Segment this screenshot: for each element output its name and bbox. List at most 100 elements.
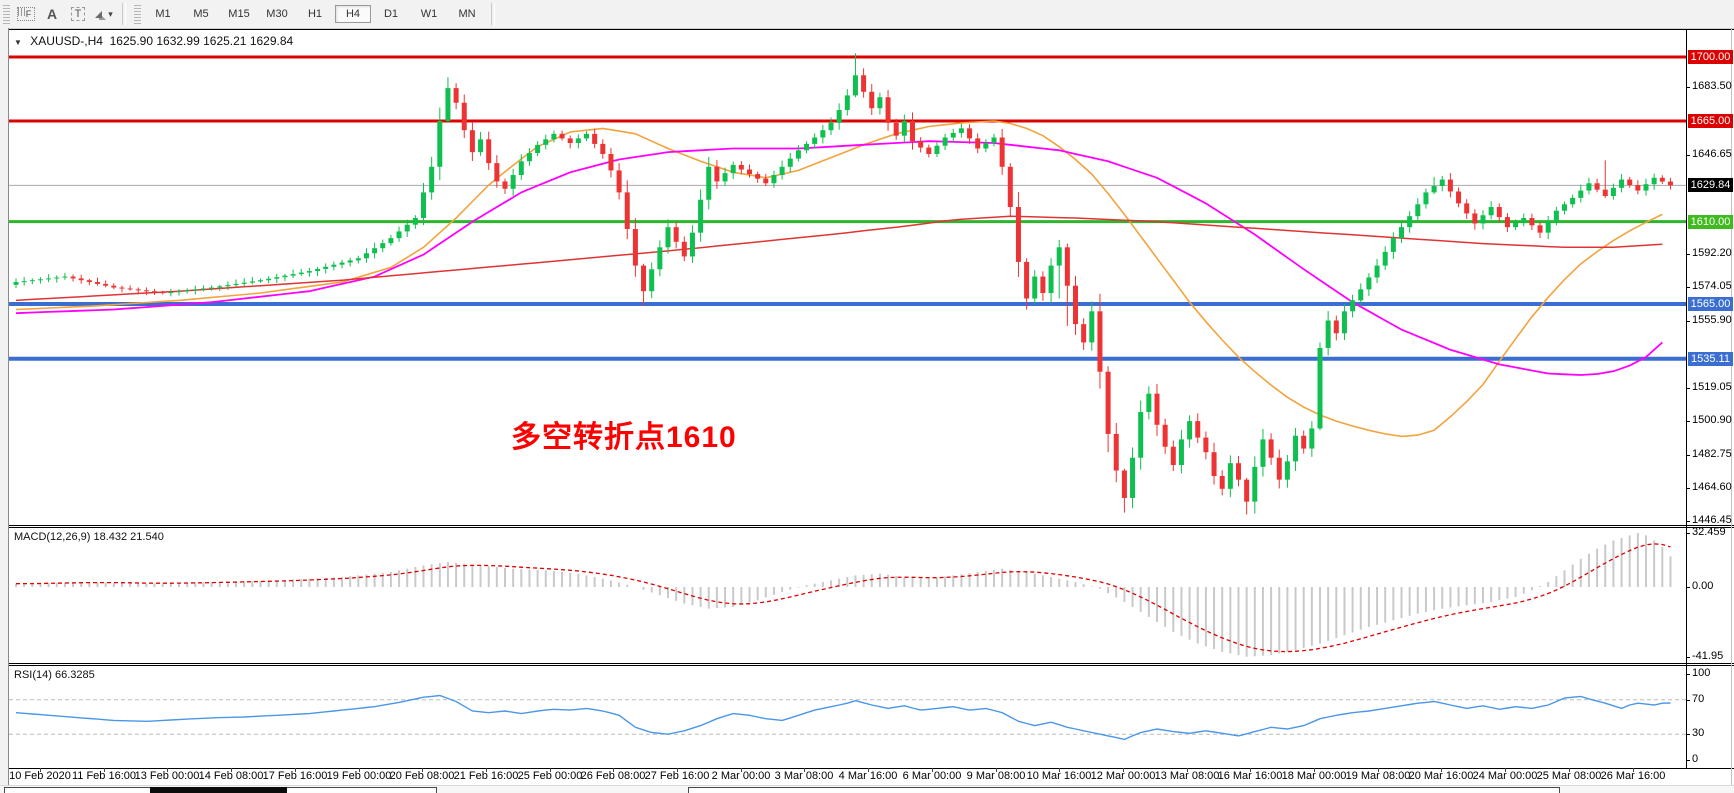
timeframe-button-m1[interactable]: M1 xyxy=(155,8,171,20)
collapse-triangle-icon[interactable]: ▼ xyxy=(14,38,22,47)
price-level-badge: 1629.84 xyxy=(1688,178,1733,192)
price-tick-mark xyxy=(1686,521,1690,522)
date-tick-mark xyxy=(1378,768,1379,772)
rsi-tick-mark xyxy=(1686,760,1690,761)
symbol-name: XAUUSD-,H4 xyxy=(30,34,103,48)
timeframe-button-h4[interactable]: H4 xyxy=(335,5,371,23)
draw-arrows-icon[interactable]: ▾ xyxy=(92,2,116,26)
date-axis-label: 4 Mar 16:00 xyxy=(838,770,898,782)
timeframe-button-d1[interactable]: D1 xyxy=(383,8,399,20)
price-tick-mark xyxy=(1686,321,1690,322)
date-axis-label: 6 Mar 00:00 xyxy=(902,770,962,782)
date-axis-label: 3 Mar 08:00 xyxy=(774,770,834,782)
macd-tick-mark xyxy=(1686,587,1690,588)
date-tick-mark xyxy=(359,768,360,772)
date-tick-mark xyxy=(295,768,296,772)
rsi-tick-mark xyxy=(1686,700,1690,701)
date-tick-mark xyxy=(422,768,423,772)
bottom-taskbar-strip xyxy=(0,785,1734,793)
main-panel-top-border xyxy=(8,29,1734,30)
timeframe-button-m5[interactable]: M5 xyxy=(193,8,209,20)
timeframe-button-m30[interactable]: M30 xyxy=(266,8,288,20)
time-axis-border xyxy=(8,768,1734,769)
price-tick-mark xyxy=(1686,254,1690,255)
macd-axis-label: 32.459 xyxy=(1692,526,1726,538)
price-axis-label: 1574.05 xyxy=(1692,280,1732,292)
date-tick-mark xyxy=(1123,768,1124,772)
date-axis-label: 24 Mar 00:00 xyxy=(1472,770,1538,782)
price-tick-mark xyxy=(1686,87,1690,88)
price-tick-mark xyxy=(1686,287,1690,288)
date-tick-mark xyxy=(1250,768,1251,772)
date-tick-mark xyxy=(804,768,805,772)
price-axis-label: 1555.90 xyxy=(1692,314,1732,326)
macd-panel-top-border xyxy=(8,527,1734,528)
ohlc-high: 1632.99 xyxy=(156,34,200,48)
price-axis-label: 1446.45 xyxy=(1692,514,1732,526)
symbol-title[interactable]: ▼ XAUUSD-,H4 1625.90 1632.99 1625.21 162… xyxy=(14,34,293,48)
date-axis-label: 19 Feb 00:00 xyxy=(326,770,392,782)
price-axis-label: 1592.20 xyxy=(1692,247,1732,259)
date-axis-label: 19 Mar 08:00 xyxy=(1345,770,1411,782)
ohlc-low: 1625.21 xyxy=(203,34,247,48)
macd-tick-mark xyxy=(1686,533,1690,534)
macd-rsi-splitter[interactable] xyxy=(8,663,1734,664)
dropdown-caret-icon[interactable]: ▾ xyxy=(108,8,113,19)
macd-tick-mark xyxy=(1686,657,1690,658)
indicator-grid-icon[interactable]: F xyxy=(14,2,38,26)
window-left-gutter xyxy=(0,28,9,785)
price-level-badge: 1700.00 xyxy=(1688,50,1733,64)
date-tick-mark xyxy=(996,768,997,772)
price-tick-mark xyxy=(1686,488,1690,489)
price-tick-mark xyxy=(1686,155,1690,156)
date-tick-mark xyxy=(167,768,168,772)
toolbar-separator xyxy=(491,3,495,25)
date-axis-label: 10 Mar 16:00 xyxy=(1026,770,1092,782)
toolbar-drag-handle[interactable] xyxy=(3,4,10,24)
date-axis-label: 26 Mar 16:00 xyxy=(1600,770,1666,782)
ohlc-open: 1625.90 xyxy=(109,34,154,48)
date-tick-mark xyxy=(486,768,487,772)
date-axis-label: 26 Feb 08:00 xyxy=(580,770,646,782)
date-tick-mark xyxy=(231,768,232,772)
date-tick-mark xyxy=(104,768,105,772)
date-tick-mark xyxy=(677,768,678,772)
date-axis-label: 21 Feb 16:00 xyxy=(453,770,519,782)
taskbar-segment[interactable] xyxy=(688,787,1560,793)
date-tick-mark xyxy=(1059,768,1060,772)
toolbar-drag-handle[interactable] xyxy=(134,4,141,24)
price-tick-mark xyxy=(1686,421,1690,422)
date-axis-label: 25 Feb 00:00 xyxy=(517,770,583,782)
text-box-icon[interactable]: T xyxy=(66,2,90,26)
price-axis-label: 1500.90 xyxy=(1692,414,1732,426)
date-tick-mark xyxy=(1314,768,1315,772)
taskbar-active-segment[interactable] xyxy=(150,787,287,793)
price-axis-label: 1646.65 xyxy=(1692,148,1732,160)
timeframe-button-h1[interactable]: H1 xyxy=(307,8,323,20)
macd-axis-label: -41.95 xyxy=(1692,650,1724,662)
timeframe-button-mn[interactable]: MN xyxy=(458,8,476,20)
price-axis-label: 1519.05 xyxy=(1692,381,1732,393)
rsi-panel-top-border xyxy=(8,665,1734,666)
price-level-badge: 1565.00 xyxy=(1688,297,1733,311)
date-tick-mark xyxy=(932,768,933,772)
text-label-icon[interactable]: A xyxy=(46,6,58,22)
price-axis-label: 1683.50 xyxy=(1692,80,1732,92)
rsi-axis-label: 70 xyxy=(1692,693,1705,705)
timeframe-button-w1[interactable]: W1 xyxy=(420,8,438,20)
chart-annotation: 多空转折点1610 xyxy=(511,421,737,454)
date-axis-label: 14 Feb 08:00 xyxy=(198,770,264,782)
price-level-badge: 1535.11 xyxy=(1688,352,1733,366)
rsi-axis-label: 0 xyxy=(1692,753,1699,765)
date-axis-label: 13 Mar 08:00 xyxy=(1154,770,1220,782)
price-level-badge: 1665.00 xyxy=(1688,114,1733,128)
main-macd-splitter[interactable] xyxy=(8,525,1734,526)
date-axis-label: 2 Mar 00:00 xyxy=(711,770,771,782)
date-tick-mark xyxy=(1187,768,1188,772)
date-axis-label: 17 Feb 16:00 xyxy=(262,770,328,782)
window-right-edge xyxy=(1731,28,1732,785)
date-axis-label: 10 Feb 2020 xyxy=(9,770,71,782)
timeframe-button-m15[interactable]: M15 xyxy=(228,8,250,20)
